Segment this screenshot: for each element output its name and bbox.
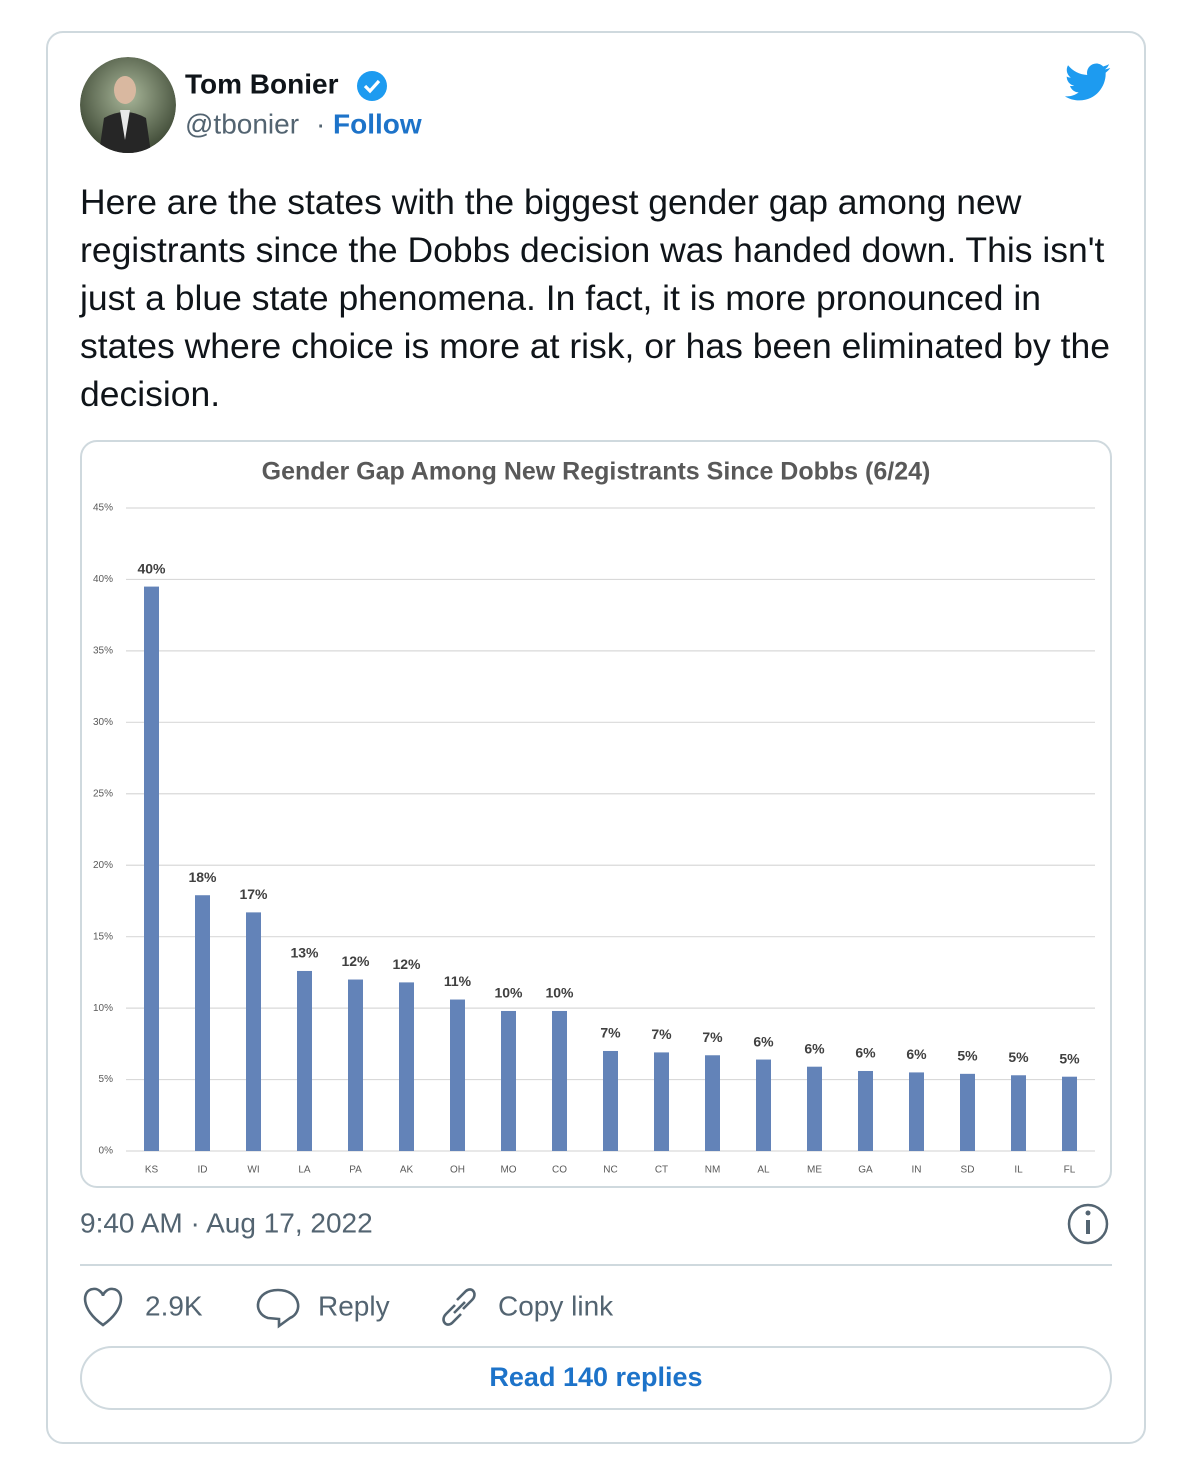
bar: [246, 912, 261, 1151]
y-tick-label: 25%: [93, 788, 113, 799]
value-label: 5%: [1059, 1050, 1080, 1066]
y-tick-label: 40%: [93, 574, 113, 585]
twitter-logo[interactable]: [1064, 63, 1111, 101]
x-tick-label: CO: [552, 1165, 567, 1176]
value-label: 6%: [906, 1046, 927, 1062]
x-tick-label: AL: [757, 1165, 770, 1176]
read-replies-button[interactable]: [80, 1346, 1112, 1410]
read-replies-label[interactable]: Read 140 replies: [489, 1362, 702, 1392]
value-label: 12%: [392, 956, 421, 972]
bar: [1062, 1076, 1077, 1151]
value-label: 7%: [702, 1029, 723, 1045]
x-tick-label: NM: [705, 1165, 721, 1176]
bar: [450, 999, 465, 1151]
reply-label[interactable]: Reply: [318, 1290, 390, 1321]
bar: [909, 1072, 924, 1151]
bar: [552, 1010, 567, 1151]
x-tick-label: ID: [198, 1165, 208, 1176]
x-tick-label: CT: [655, 1165, 668, 1176]
author-name[interactable]: Tom Bonier: [185, 68, 339, 99]
bar: [297, 970, 312, 1151]
y-tick-label: 5%: [99, 1074, 114, 1085]
x-tick-label: NC: [603, 1165, 617, 1176]
y-tick-label: 20%: [93, 860, 113, 871]
follow-link[interactable]: Follow: [333, 108, 422, 139]
copy-link-label[interactable]: Copy link: [498, 1290, 614, 1321]
bar: [399, 982, 414, 1151]
author-handle[interactable]: @tbonier: [185, 108, 299, 139]
value-label: 5%: [957, 1048, 978, 1064]
x-tick-label: IL: [1014, 1165, 1023, 1176]
bar: [1011, 1075, 1026, 1151]
value-label: 5%: [1008, 1049, 1029, 1065]
x-tick-label: GA: [858, 1165, 873, 1176]
y-tick-label: 45%: [93, 503, 113, 514]
y-tick-label: 30%: [93, 717, 113, 728]
bar: [603, 1050, 618, 1151]
bar: [807, 1066, 822, 1151]
value-label: 6%: [753, 1033, 774, 1049]
x-tick-label: KS: [145, 1165, 159, 1176]
value-label: 12%: [341, 953, 370, 969]
x-tick-label: ME: [807, 1165, 822, 1176]
bar: [654, 1052, 669, 1151]
value-label: 18%: [188, 869, 217, 885]
chart-title: Gender Gap Among New Registrants Since D…: [262, 458, 931, 486]
avatar[interactable]: [80, 57, 176, 160]
bar: [195, 895, 210, 1151]
copy-link-button[interactable]: Copy link: [442, 1288, 615, 1326]
verified-badge: [357, 71, 387, 101]
bar: [705, 1055, 720, 1151]
bar: [501, 1010, 516, 1151]
value-label: 10%: [494, 985, 523, 1001]
bar: [960, 1073, 975, 1151]
x-tick-label: IN: [912, 1165, 922, 1176]
bar: [144, 586, 159, 1151]
value-label: 11%: [444, 973, 472, 989]
bar: [348, 979, 363, 1151]
y-tick-label: 35%: [93, 646, 113, 657]
x-tick-label: OH: [450, 1165, 465, 1176]
value-label: 6%: [855, 1045, 876, 1061]
tweet-text: Here are the states with the biggest gen…: [80, 182, 1111, 414]
x-tick-label: WI: [247, 1165, 259, 1176]
value-label: 10%: [545, 985, 574, 1001]
chart-frame[interactable]: [80, 440, 1112, 1188]
value-label: 7%: [651, 1026, 672, 1042]
x-tick-label: SD: [961, 1165, 975, 1176]
y-tick-label: 15%: [93, 931, 113, 942]
value-label: 13%: [290, 945, 319, 961]
value-label: 6%: [804, 1040, 825, 1056]
timestamp[interactable]: 9:40 AM · Aug 17, 2022: [80, 1207, 373, 1238]
value-label: 40%: [137, 560, 166, 576]
value-label: 17%: [239, 886, 268, 902]
x-tick-label: LA: [298, 1165, 311, 1176]
info-icon[interactable]: [1067, 1203, 1109, 1245]
x-tick-label: MO: [500, 1165, 516, 1176]
separator: ·: [316, 108, 325, 139]
like-button[interactable]: 2.9K: [83, 1287, 203, 1327]
bar: [858, 1070, 873, 1151]
reply-button[interactable]: Reply: [256, 1288, 390, 1329]
like-count[interactable]: 2.9K: [145, 1290, 203, 1321]
x-tick-label: PA: [349, 1165, 362, 1176]
x-tick-label: AK: [400, 1165, 414, 1176]
y-tick-label: 0%: [99, 1146, 114, 1157]
plot: 0% 5% 10% 15% 20% 25% 30% 35% 40% 45% KS 40% ID 18% WI…: [93, 503, 1095, 1176]
value-label: 7%: [600, 1025, 621, 1041]
bar: [756, 1059, 771, 1151]
y-tick-label: 10%: [93, 1003, 113, 1014]
x-tick-label: FL: [1064, 1165, 1076, 1176]
